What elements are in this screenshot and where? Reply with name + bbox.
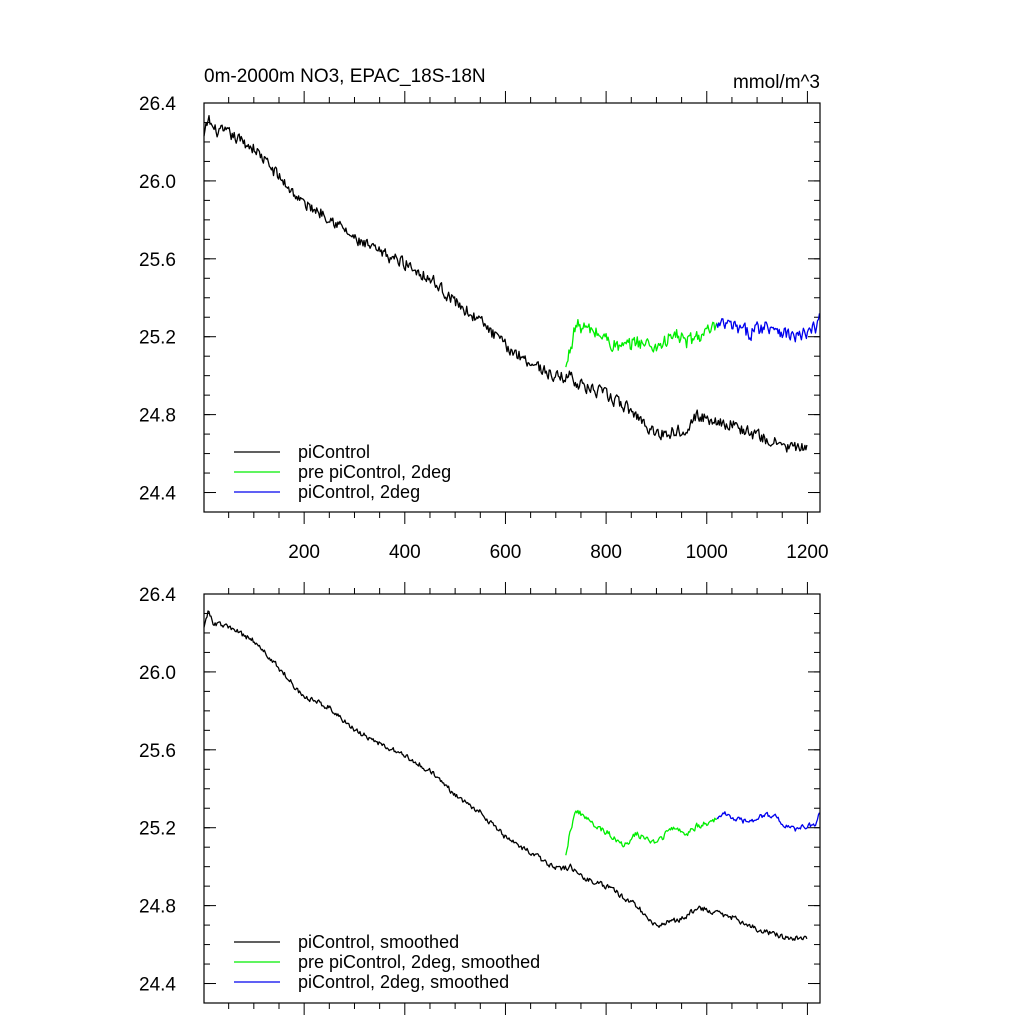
chart-title: 0m-2000m NO3, EPAC_18S-18N bbox=[204, 66, 486, 87]
x-tick-label: 400 bbox=[389, 542, 421, 563]
axis-ticks bbox=[204, 582, 820, 1015]
panel-top: 0m-2000m NO3, EPAC_18S-18N mmol/m^3 24.4… bbox=[139, 66, 829, 563]
y-tick-label: 26.0 bbox=[139, 663, 176, 684]
y-tick-label: 24.4 bbox=[139, 484, 176, 505]
y-tick-label: 24.8 bbox=[139, 406, 176, 427]
series-line-3 bbox=[716, 313, 821, 343]
series-line-1 bbox=[203, 115, 808, 453]
y-tick-label: 25.2 bbox=[139, 328, 176, 349]
y-axis-labels: 24.4 24.8 25.2 25.6 26.0 26.4 bbox=[139, 585, 176, 996]
y-tick-label: 25.6 bbox=[139, 741, 176, 762]
plot-frame bbox=[203, 593, 821, 1004]
x-tick-label: 1200 bbox=[786, 542, 828, 563]
y-tick-label: 24.8 bbox=[139, 897, 176, 918]
x-tick-label: 1000 bbox=[686, 542, 728, 563]
y-tick-label: 24.4 bbox=[139, 975, 176, 996]
legend-label: piControl, smoothed bbox=[298, 932, 459, 952]
y-tick-label: 25.6 bbox=[139, 250, 176, 271]
series-line-2 bbox=[565, 318, 718, 368]
y-axis-labels: 24.4 24.8 25.2 25.6 26.0 26.4 bbox=[139, 94, 176, 505]
x-axis-labels: 200 400 600 800 1000 1200 bbox=[288, 542, 828, 563]
x-tick-label: 800 bbox=[590, 542, 622, 563]
axis-ticks bbox=[204, 91, 820, 524]
legend-label: pre piControl, 2deg bbox=[298, 462, 451, 482]
x-tick-label: 200 bbox=[288, 542, 320, 563]
panel-bottom: 24.4 24.8 25.2 25.6 26.0 26.4 piControl, smoo… bbox=[139, 582, 821, 1015]
units-label: mmol/m^3 bbox=[733, 72, 820, 93]
legend-label: piControl, 2deg bbox=[298, 482, 420, 502]
plot-frame bbox=[203, 102, 821, 513]
series-line-3 bbox=[716, 811, 821, 832]
legend-label: piControl bbox=[298, 442, 370, 462]
series-lines bbox=[203, 115, 821, 453]
series-line-1 bbox=[203, 610, 808, 941]
y-tick-label: 25.2 bbox=[139, 819, 176, 840]
x-tick-label: 600 bbox=[490, 542, 522, 563]
y-tick-label: 26.0 bbox=[139, 172, 176, 193]
legend-label: pre piControl, 2deg, smoothed bbox=[298, 952, 540, 972]
legend-label: piControl, 2deg, smoothed bbox=[298, 972, 509, 992]
y-tick-label: 26.4 bbox=[139, 94, 176, 115]
series-lines bbox=[203, 610, 821, 941]
series-line-2 bbox=[565, 809, 717, 856]
y-tick-label: 26.4 bbox=[139, 585, 176, 606]
